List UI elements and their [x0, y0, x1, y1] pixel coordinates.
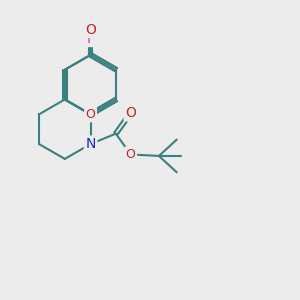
Text: O: O — [85, 22, 96, 37]
Text: N: N — [85, 137, 96, 151]
Text: O: O — [125, 106, 136, 120]
Text: F: F — [87, 32, 94, 46]
Text: O: O — [126, 148, 136, 161]
Text: O: O — [85, 108, 95, 121]
